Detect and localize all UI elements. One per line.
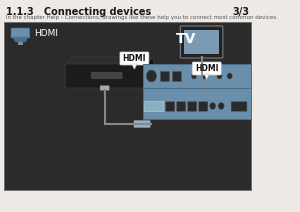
FancyBboxPatch shape — [4, 22, 251, 190]
FancyBboxPatch shape — [172, 71, 181, 81]
FancyBboxPatch shape — [231, 102, 247, 111]
FancyBboxPatch shape — [160, 71, 169, 81]
Polygon shape — [147, 57, 153, 87]
FancyBboxPatch shape — [184, 30, 220, 54]
Circle shape — [210, 102, 216, 110]
FancyBboxPatch shape — [180, 26, 223, 58]
Circle shape — [217, 73, 222, 79]
Text: In the chapter Help › Connections, drawings like these help you to connect most : In the chapter Help › Connections, drawi… — [6, 15, 278, 20]
Polygon shape — [132, 64, 137, 69]
Circle shape — [191, 73, 196, 79]
FancyBboxPatch shape — [193, 63, 210, 66]
FancyBboxPatch shape — [18, 42, 23, 45]
Circle shape — [202, 73, 207, 79]
FancyBboxPatch shape — [188, 102, 197, 111]
FancyBboxPatch shape — [199, 102, 208, 111]
FancyBboxPatch shape — [100, 86, 109, 90]
Text: TV: TV — [176, 32, 196, 46]
FancyBboxPatch shape — [134, 120, 150, 127]
FancyBboxPatch shape — [144, 102, 164, 112]
FancyBboxPatch shape — [166, 102, 175, 111]
Polygon shape — [13, 37, 28, 42]
Text: 3/3: 3/3 — [232, 7, 249, 17]
Polygon shape — [204, 74, 209, 79]
FancyBboxPatch shape — [177, 102, 186, 111]
FancyBboxPatch shape — [120, 52, 149, 65]
Circle shape — [227, 73, 232, 79]
Text: 1.1.3   Connecting devices: 1.1.3 Connecting devices — [6, 7, 151, 17]
Circle shape — [146, 70, 157, 82]
Circle shape — [218, 102, 224, 110]
Text: HDMI: HDMI — [195, 64, 218, 73]
Polygon shape — [66, 57, 153, 64]
FancyBboxPatch shape — [192, 62, 221, 75]
FancyBboxPatch shape — [11, 28, 30, 38]
Text: HDMI: HDMI — [34, 28, 58, 38]
FancyBboxPatch shape — [65, 63, 148, 88]
FancyBboxPatch shape — [92, 73, 122, 78]
FancyBboxPatch shape — [143, 64, 251, 119]
Text: HDMI: HDMI — [123, 54, 146, 63]
